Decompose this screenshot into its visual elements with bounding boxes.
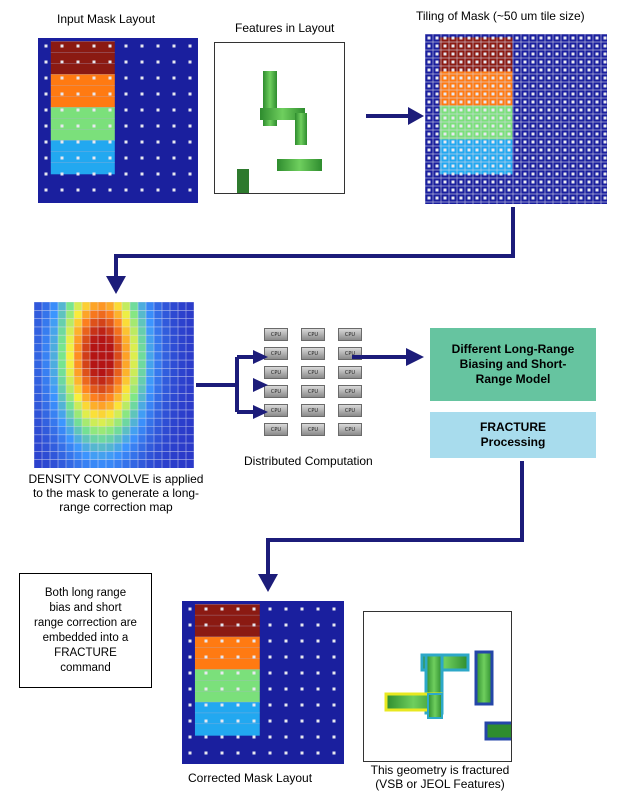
cpu-chip: CPU <box>301 366 325 379</box>
fractured-geometry <box>363 611 512 762</box>
model-box-line-3: Range Model <box>475 372 551 386</box>
density-caption-line-3: range correction map <box>59 500 173 514</box>
cpu-chip: CPU <box>338 404 362 417</box>
model-box: Different Long-Range Biasing and Short- … <box>430 328 596 401</box>
cpu-chip: CPU <box>264 347 288 360</box>
cpu-chip: CPU <box>301 328 325 341</box>
cpu-chip: CPU <box>338 423 362 436</box>
cpu-chip: CPU <box>338 385 362 398</box>
cpu-chip: CPU <box>264 404 288 417</box>
features-image <box>237 71 322 193</box>
cpu-chip: CPU <box>264 423 288 436</box>
input-mask-image <box>38 38 198 203</box>
density-caption: DENSITY CONVOLVE is applied to the mask … <box>16 472 216 514</box>
arrow-tiling-to-density <box>114 207 515 276</box>
input-mask-layout <box>38 38 198 203</box>
cpu-chip: CPU <box>301 347 325 360</box>
input-mask-label: Input Mask Layout <box>57 12 156 26</box>
cpu-chip: CPU <box>264 366 288 379</box>
density-caption-line-1: DENSITY CONVOLVE is applied <box>28 472 204 486</box>
density-map <box>34 302 194 468</box>
corrected-label: Corrected Mask Layout <box>188 771 313 785</box>
note-line-2: bias and short <box>49 601 122 614</box>
fractured-caption-line-2: (VSB or JEOL Features) <box>375 777 505 791</box>
tiling-mask <box>425 34 607 204</box>
cpu-chip: CPU <box>264 385 288 398</box>
cpu-chip: CPU <box>301 404 325 417</box>
corrected-mask-image <box>182 601 344 764</box>
fracture-box-line-2: Processing <box>480 435 546 449</box>
note-line-4: embedded into a <box>42 631 129 644</box>
tiling-label: Tiling of Mask (~50 um tile size) <box>416 9 585 23</box>
arrow-fracture-to-corrected <box>266 461 524 574</box>
density-image <box>34 302 194 468</box>
arrow-density-to-cpu <box>196 355 255 414</box>
cpu-grid: CPU CPU CPU CPU CPU CPU CPU CPU CPU CPU CPU CPU CPU C… <box>264 328 374 448</box>
note-line-6: command <box>60 661 111 674</box>
cpu-chip: CPU <box>264 328 288 341</box>
model-box-line-1: Different Long-Range <box>451 342 575 356</box>
fracture-box: FRACTURE Processing <box>430 412 596 458</box>
fractured-image <box>384 650 511 741</box>
features-label: Features in Layout <box>235 21 335 35</box>
fractured-caption: This geometry is fractured (VSB or JEOL … <box>340 763 540 791</box>
embedded-note: Both long range bias and short range cor… <box>19 573 152 688</box>
cpu-chip: CPU <box>338 366 362 379</box>
note-line-3: range correction are <box>34 616 137 629</box>
cpu-chip: CPU <box>338 328 362 341</box>
corrected-mask-layout <box>182 601 344 764</box>
note-line-1: Both long range <box>44 586 127 599</box>
note-line-5: FRACTURE <box>54 646 117 659</box>
cpu-chip: CPU <box>301 385 325 398</box>
cpu-chip: CPU <box>338 347 362 360</box>
tiling-image <box>425 34 607 204</box>
cpu-chip: CPU <box>301 423 325 436</box>
distributed-label: Distributed Computation <box>244 454 373 468</box>
density-caption-line-2: to the mask to generate a long- <box>32 486 200 500</box>
fracture-box-line-1: FRACTURE <box>480 420 546 434</box>
features-layout <box>214 42 345 194</box>
fractured-caption-line-1: This geometry is fractured <box>370 763 510 777</box>
model-box-line-2: Biasing and Short- <box>459 357 567 371</box>
